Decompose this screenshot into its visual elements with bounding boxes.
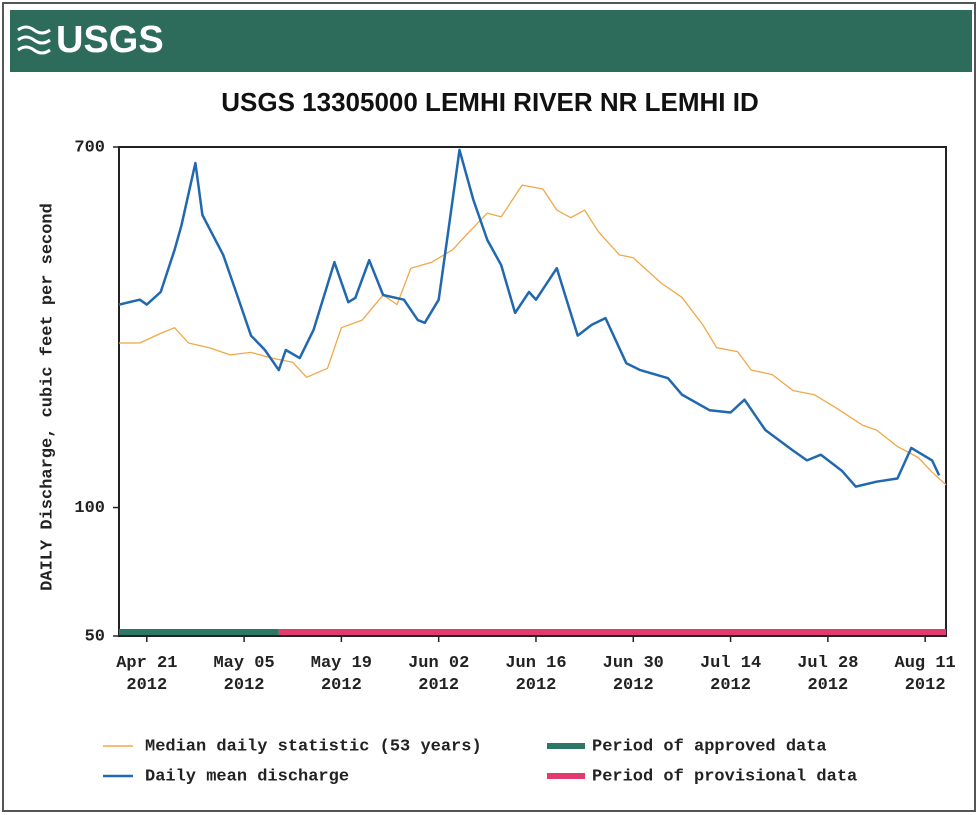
logo-icon — [17, 25, 51, 55]
legend-label: Period of provisional data — [592, 767, 857, 786]
header-band — [10, 10, 972, 72]
series-line — [119, 184, 947, 486]
x-tick-label: Jun 30 2012 — [602, 654, 664, 695]
data-period — [278, 629, 946, 635]
x-tick-label: May 05 2012 — [213, 654, 275, 695]
x-tick-label: Jun 16 2012 — [505, 654, 567, 695]
y-tick-label: 50 — [85, 627, 105, 646]
data-period — [119, 629, 279, 635]
x-tick-label: Jun 02 2012 — [408, 654, 470, 695]
series-line — [118, 148, 941, 488]
x-tick-label: Aug 11 2012 — [894, 654, 956, 695]
plot-frame — [118, 146, 947, 637]
x-tick-label: Jul 14 2012 — [699, 654, 762, 695]
chart-title: USGS 13305000 LEMHI RIVER NR LEMHI ID — [221, 87, 758, 117]
logo: USGS — [56, 19, 164, 61]
legend-label: Period of approved data — [592, 737, 827, 756]
x-tick-label: Jul 28 2012 — [797, 654, 859, 695]
y-tick-label: 100 — [74, 499, 105, 518]
y-tick-label: 700 — [74, 138, 105, 157]
x-tick-label: May 19 2012 — [310, 654, 372, 695]
legend-swatch — [547, 773, 585, 779]
legend-swatch — [547, 743, 585, 749]
legend-label: Median daily statistic (53 years) — [145, 737, 482, 756]
legend-label: Daily mean discharge — [145, 767, 349, 786]
x-tick-label: Apr 21 2012 — [116, 654, 178, 695]
y-axis-label: DAILY Discharge, cubic feet per second — [38, 203, 57, 591]
